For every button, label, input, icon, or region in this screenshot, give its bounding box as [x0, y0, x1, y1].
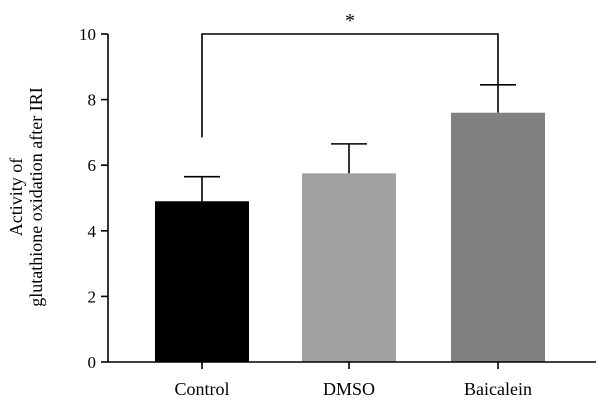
y-tick-label-6: 6: [88, 156, 97, 175]
significance-star: *: [345, 10, 355, 32]
y-axis-label-line-2: glutathione oxidation after IRI: [26, 87, 46, 306]
x-tick-label-dmso: DMSO: [323, 379, 375, 399]
y-tick-label-4: 4: [88, 222, 97, 241]
significance-annotation: *: [201, 10, 499, 138]
x-ticks-layer: Control DMSO Baicalein: [174, 362, 532, 399]
y-axis-label: Activity of glutathione oxidation after …: [6, 87, 46, 306]
x-tick-label-baicalein: Baicalein: [464, 379, 532, 399]
bar-dmso: [302, 173, 396, 362]
significance-bracket: [201, 33, 499, 138]
bar-baicalein: [451, 112, 545, 362]
y-ticks-layer: 0 2 4 6 8 10: [79, 25, 108, 372]
y-tick-label-0: 0: [88, 353, 97, 372]
y-tick-label-10: 10: [79, 25, 96, 44]
y-tick-label-2: 2: [88, 287, 97, 306]
bar-control: [155, 201, 249, 362]
y-axis-label-line-1: Activity of: [6, 158, 26, 237]
bars-layer: [155, 112, 545, 362]
y-tick-label-8: 8: [88, 91, 97, 110]
x-tick-label-control: Control: [174, 379, 229, 399]
